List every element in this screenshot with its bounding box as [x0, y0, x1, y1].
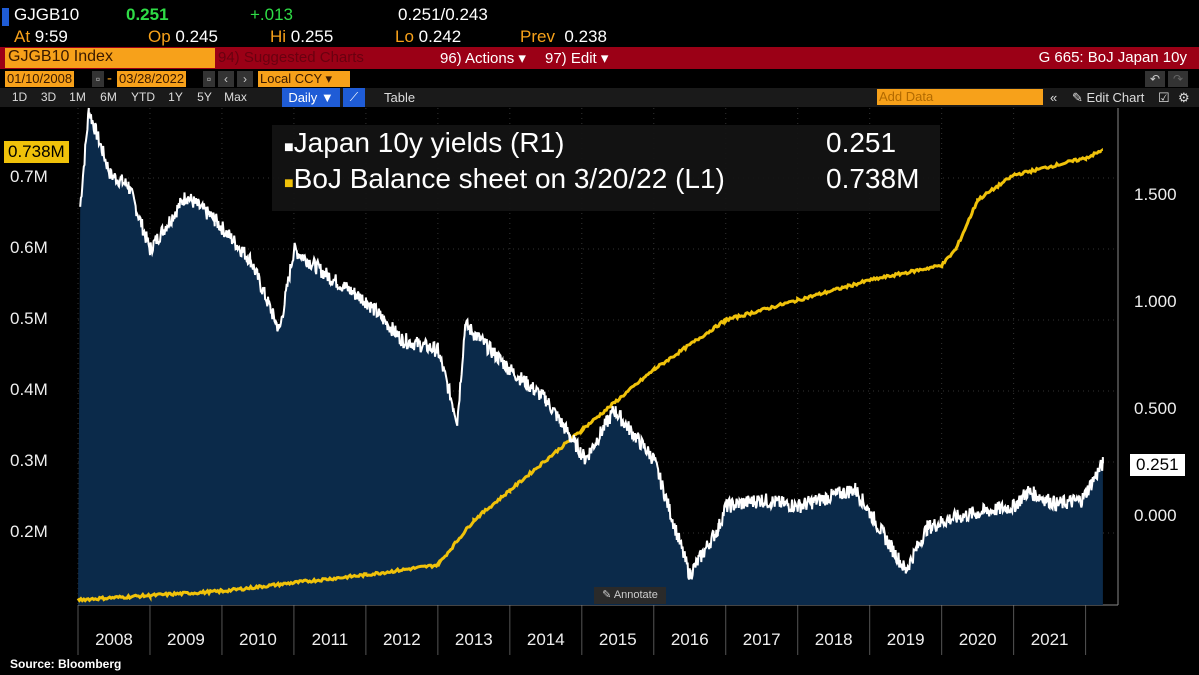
period-5y[interactable]: 5Y [197, 90, 212, 104]
legend-balance-value: 0.738M [826, 163, 920, 194]
undo-icon[interactable]: ↶ [1145, 71, 1165, 87]
x-tick-label: 2015 [598, 630, 637, 649]
x-tick-label: 2017 [742, 630, 781, 649]
prev-value: 0.238 [564, 27, 607, 46]
period-1y[interactable]: 1Y [168, 90, 183, 104]
low-value: 0.242 [418, 27, 462, 46]
left-tick-label: 0.5M [10, 309, 48, 328]
left-tick-label: 0.3M [10, 451, 48, 470]
source-note: Source: Bloomberg [10, 657, 122, 671]
legend-swatch-yield: ■ [284, 139, 294, 156]
x-tick-label: 2008 [95, 630, 133, 649]
annotation-edit-icon[interactable]: ☑ [1158, 90, 1170, 105]
balance-sheet-line [76, 147, 1103, 603]
annotate-button[interactable]: ✎ Annotate [594, 587, 666, 604]
legend-yield-value: 0.251 [826, 127, 897, 158]
left-last-label: 0.738M [4, 141, 69, 163]
ticker-marker [2, 8, 9, 26]
table-button[interactable]: Table [384, 90, 416, 105]
right-tick-label: 1.000 [1134, 292, 1177, 311]
left-tick-label: 0.4M [10, 380, 48, 399]
x-tick-label: 2020 [958, 630, 997, 649]
high-label: Hi [270, 27, 287, 46]
edit-menu[interactable]: 97) Edit ▾ [545, 50, 609, 67]
line-chart-icon[interactable]: ⟋ [343, 88, 365, 107]
start-date-input[interactable]: 01/10/2008 [5, 71, 75, 87]
ticker: GJGB10 [14, 5, 80, 24]
x-tick-label: 2018 [814, 630, 853, 649]
x-tick-label: 2013 [454, 630, 493, 649]
calendar-icon[interactable]: ▫ [92, 71, 104, 87]
yield-line [79, 107, 1104, 580]
currency-select[interactable]: Local CCY ▾ [258, 71, 350, 87]
suggested-charts-button[interactable]: 94) Suggested Charts [218, 49, 364, 66]
prev-label: Prev [520, 27, 555, 46]
end-date-input[interactable]: 03/28/2022 [117, 71, 187, 87]
legend-balance-name: BoJ Balance sheet on 3/20/22 (L1) [293, 163, 725, 194]
at-time: 9:59 [34, 27, 68, 46]
gear-icon[interactable]: ⚙ [1178, 90, 1190, 105]
calendar-icon[interactable]: ▫ [203, 71, 215, 87]
pencil-icon: ✎ [1072, 90, 1083, 105]
period-3d[interactable]: 3D [40, 90, 57, 104]
left-tick-label: 0.2M [10, 522, 48, 541]
period-max[interactable]: Max [224, 90, 247, 104]
command-bar [0, 47, 1199, 69]
edit-chart-button[interactable]: Edit Chart [1086, 90, 1145, 105]
x-tick-label: 2021 [1030, 630, 1069, 649]
period-1m[interactable]: 1M [69, 90, 86, 104]
add-data-input[interactable]: Add Data [877, 89, 1043, 105]
price-change: +.013 [250, 5, 294, 24]
period-1d[interactable]: 1D [11, 90, 28, 104]
right-last-label: 0.251 [1130, 454, 1185, 476]
x-tick-label: 2012 [382, 630, 421, 649]
x-tick-label: 2016 [670, 630, 709, 649]
actions-menu[interactable]: 96) Actions ▾ [440, 50, 526, 67]
at-label: At [14, 27, 31, 46]
right-tick-label: 0.500 [1134, 399, 1177, 418]
open-label: Op [148, 27, 171, 46]
next-period-button[interactable]: › [237, 71, 253, 87]
period-6m[interactable]: 6M [100, 90, 117, 104]
open-value: 0.245 [175, 27, 218, 46]
last-price: 0.251 [126, 5, 169, 24]
chart-title: G 665: BoJ Japan 10y [1038, 49, 1187, 66]
bid-ask: 0.251/0.243 [398, 5, 488, 24]
frequency-select[interactable]: Daily ▼ [282, 88, 340, 107]
left-tick-label: 0.7M [10, 167, 48, 186]
prev-period-button[interactable]: ‹ [218, 71, 234, 87]
right-tick-label: 1.500 [1134, 185, 1177, 204]
annotate-label: Annotate [613, 589, 658, 601]
yield-area [78, 108, 1103, 605]
x-tick-label: 2011 [311, 630, 349, 649]
period-ytd[interactable]: YTD [131, 90, 155, 104]
right-tick-label: 0.000 [1134, 506, 1177, 525]
x-tick-label: 2014 [526, 630, 565, 649]
redo-icon[interactable]: ↷ [1168, 71, 1188, 87]
x-tick-label: 2019 [886, 630, 925, 649]
x-tick-label: 2010 [239, 630, 277, 649]
legend-swatch-balance: ■ [284, 175, 294, 192]
x-tick-label: 2009 [167, 630, 205, 649]
legend: ■Japan 10y yields (R1) 0.251 ■BoJ Balanc… [272, 125, 940, 211]
collapse-icon[interactable]: « [1050, 90, 1058, 105]
security-field[interactable]: GJGB10 Index [5, 48, 215, 68]
legend-yield-name: Japan 10y yields (R1) [293, 127, 565, 158]
left-tick-label: 0.6M [10, 238, 48, 257]
high-value: 0.255 [290, 27, 334, 46]
low-label: Lo [395, 27, 414, 46]
